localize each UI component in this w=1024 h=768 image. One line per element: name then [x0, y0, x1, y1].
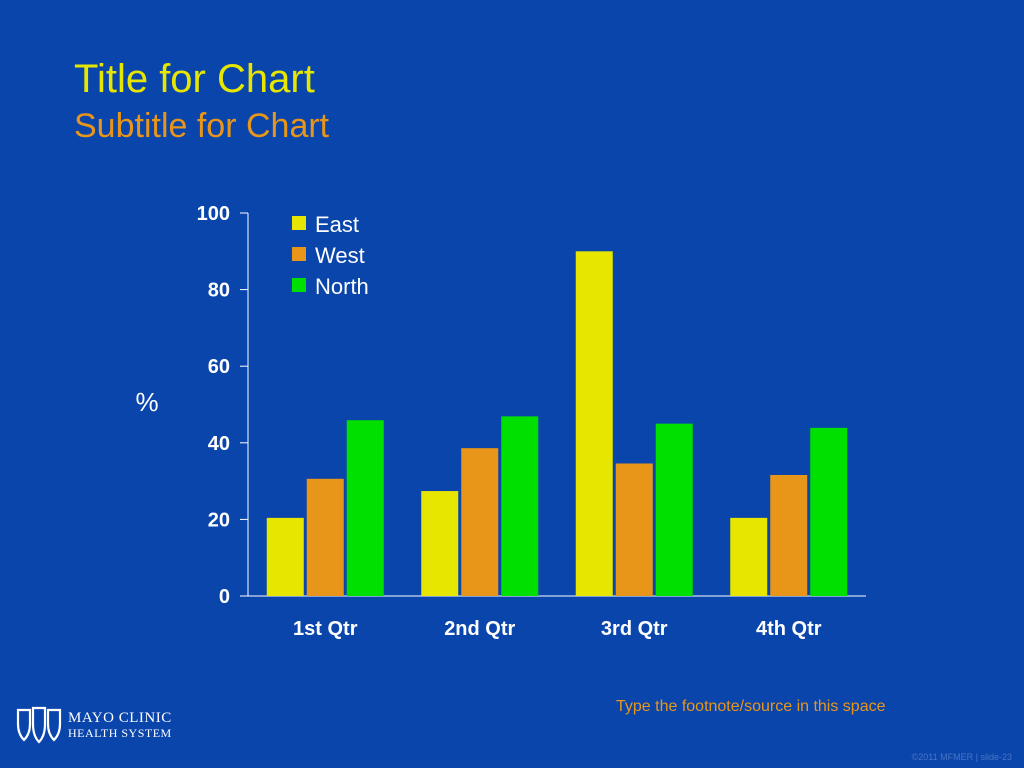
legend-label: North [315, 274, 369, 299]
copyright-notice: ©2011 MFMER | slide-23 [911, 752, 1012, 762]
bar-west [461, 448, 499, 596]
mayo-clinic-shields-icon [16, 706, 62, 744]
x-tick-label: 4th Qtr [756, 618, 822, 640]
y-axis-label: % [135, 387, 158, 417]
footnote: Type the footnote/source in this space [616, 698, 886, 715]
legend-swatch-east [292, 216, 306, 230]
x-tick-label: 1st Qtr [293, 618, 358, 640]
chart-title: Title for Chart [74, 57, 315, 101]
legend-label: West [315, 243, 365, 268]
y-tick-label: 80 [208, 280, 230, 302]
bar-north [810, 427, 848, 596]
y-tick-label: 40 [208, 433, 230, 455]
bar-north [655, 423, 693, 596]
logo-subname: HEALTH SYSTEM [68, 725, 172, 740]
legend-swatch-north [292, 278, 306, 292]
mayo-clinic-logo: MAYO CLINIC HEALTH SYSTEM [16, 706, 172, 744]
bar-east [730, 517, 768, 596]
y-tick-label: 20 [208, 509, 230, 531]
x-tick-label: 2nd Qtr [444, 618, 515, 640]
legend-swatch-west [292, 247, 306, 261]
legend-label: East [315, 212, 359, 237]
y-tick-label: 0 [219, 586, 230, 608]
bar-west [770, 474, 808, 596]
bar-east [266, 517, 304, 596]
bar-west [306, 478, 344, 596]
bar-west [615, 463, 653, 596]
bar-east [421, 491, 459, 596]
bar-north [346, 420, 384, 596]
x-tick-label: 3rd Qtr [601, 618, 668, 640]
chart-subtitle: Subtitle for Chart [74, 107, 330, 145]
bar-east [575, 251, 613, 597]
y-tick-label: 60 [208, 356, 230, 378]
logo-name: MAYO CLINIC [68, 709, 172, 726]
bar-north [501, 416, 539, 596]
y-tick-label: 100 [197, 203, 230, 225]
